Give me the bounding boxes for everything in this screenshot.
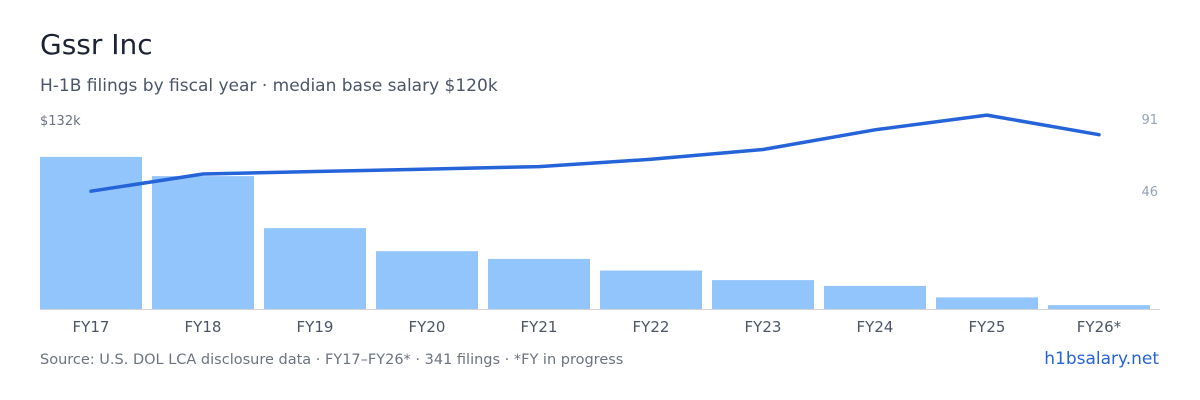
site-link[interactable]: h1bsalary.net <box>1044 349 1159 369</box>
right-axis-tick-mid: 46 <box>1141 185 1158 200</box>
x-axis-labels: FY17 FY18 FY19 FY20 FY21 FY22 FY23 FY24 FY25 FY26… <box>73 318 1122 336</box>
left-axis-max-label: $132k <box>40 114 81 129</box>
chart-subtitle: H-1B filings by fiscal year · median bas… <box>40 76 498 96</box>
bar-fy18 <box>152 176 254 309</box>
bar-series <box>40 156 1150 309</box>
source-note: Source: U.S. DOL LCA disclosure data · F… <box>40 352 624 368</box>
bar-fy17 <box>40 156 142 309</box>
x-tick-label: FY17 <box>73 318 110 336</box>
bar-fy20 <box>376 251 478 309</box>
x-tick-label: FY20 <box>409 318 446 336</box>
bar-fy23 <box>712 280 814 309</box>
x-tick-label: FY23 <box>745 318 782 336</box>
x-tick-label: FY18 <box>185 318 222 336</box>
chart-svg: $132k 91 46 FY17 FY18 FY19 FY20 FY21 FY22 FY23… <box>40 113 1160 336</box>
bar-fy26-partial <box>1048 305 1150 309</box>
right-axis-tick-top: 91 <box>1141 113 1158 128</box>
bar-fy21 <box>488 258 590 309</box>
chart-title: Gssr Inc <box>40 28 153 61</box>
bar-fy25 <box>936 297 1038 309</box>
x-tick-label: FY26* <box>1077 318 1122 336</box>
x-tick-label: FY19 <box>297 318 334 336</box>
x-tick-label: FY21 <box>521 318 558 336</box>
bar-fy19 <box>264 228 366 309</box>
bar-fy22 <box>600 270 702 309</box>
x-tick-label: FY24 <box>857 318 894 336</box>
salary-line <box>89 113 1101 193</box>
x-tick-label: FY25 <box>969 318 1006 336</box>
bar-fy24 <box>824 285 926 309</box>
x-tick-label: FY22 <box>633 318 670 336</box>
